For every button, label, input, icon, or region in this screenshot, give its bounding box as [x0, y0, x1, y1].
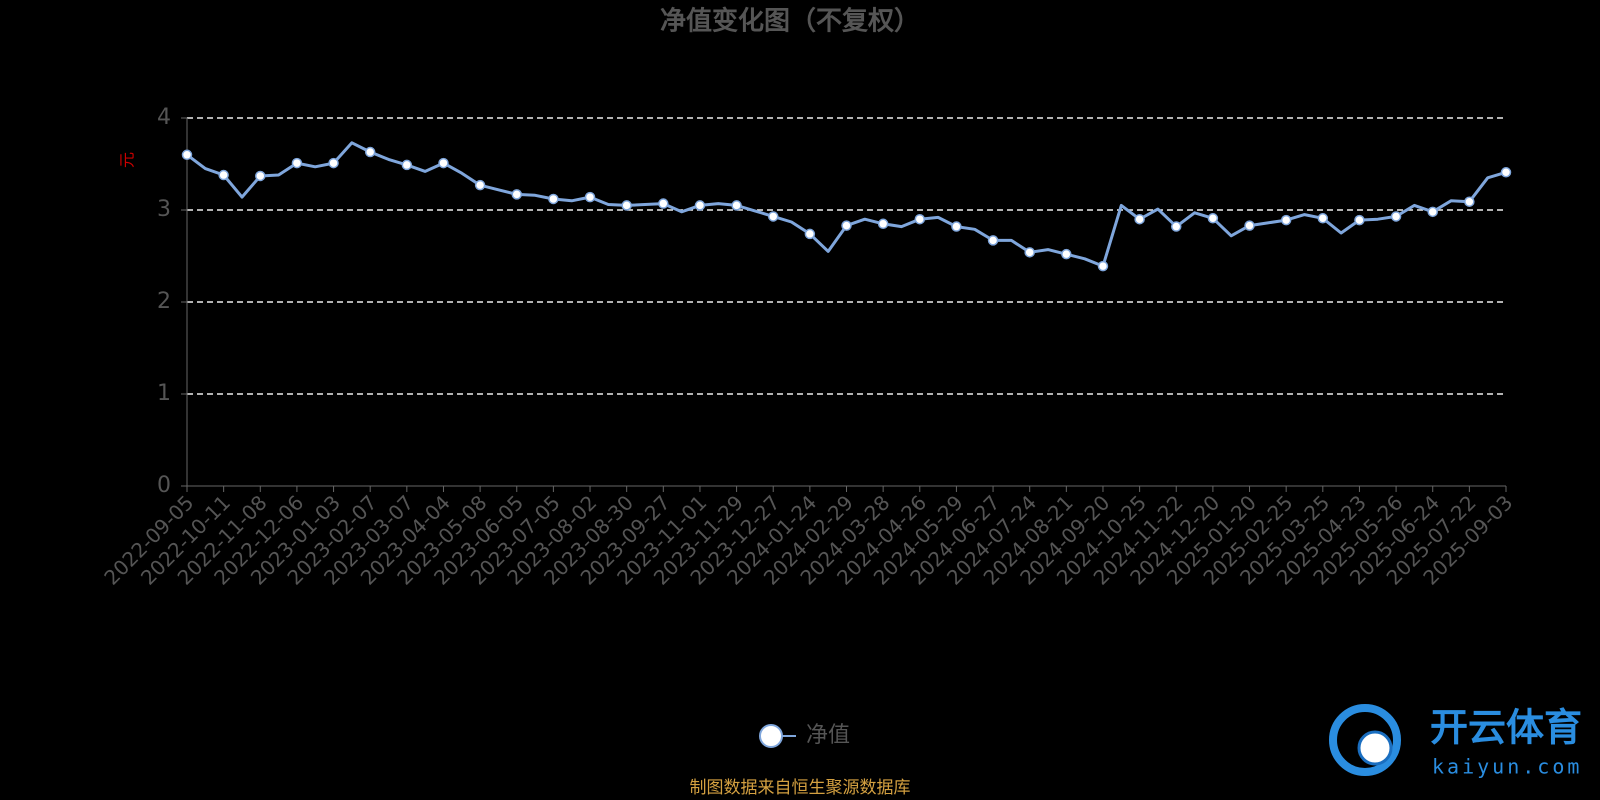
y-axis-label: 元	[118, 152, 137, 168]
data-point	[658, 198, 669, 209]
data-point	[1061, 248, 1072, 260]
data-point	[401, 159, 413, 171]
data-point	[291, 157, 303, 169]
legend-symbol	[759, 724, 783, 748]
data-point	[1207, 213, 1219, 224]
data-point	[951, 221, 962, 232]
data-point	[1317, 213, 1329, 224]
data-point	[694, 200, 706, 211]
data-point	[987, 235, 999, 246]
data-point	[548, 193, 559, 205]
data-point	[364, 146, 376, 158]
data-point	[767, 211, 779, 222]
y-tick-label: 4	[157, 105, 171, 130]
data-point	[1500, 167, 1512, 178]
data-point	[1427, 206, 1438, 218]
data-point	[438, 157, 449, 169]
data-point	[621, 200, 632, 211]
data-point	[1097, 260, 1109, 272]
legend-label[interactable]: 净值	[806, 723, 850, 748]
logo-ring	[1329, 704, 1401, 776]
watermark-url: kaiyun.com	[1432, 755, 1582, 779]
watermark: 开云体育 kaiyun.com	[1329, 704, 1582, 779]
data-point	[181, 149, 193, 161]
data-point	[1134, 213, 1145, 225]
data-point	[1024, 247, 1035, 258]
y-tick-label: 0	[157, 473, 171, 498]
watermark-brand: 开云体育	[1430, 706, 1582, 750]
y-tick-label: 3	[157, 197, 171, 222]
data-point	[328, 157, 339, 169]
data-point	[1354, 214, 1365, 226]
data-point	[1244, 220, 1255, 231]
data-point	[731, 200, 742, 211]
data-point	[474, 179, 486, 191]
logo-ball	[1357, 730, 1393, 766]
data-point	[218, 169, 229, 181]
data-point	[1280, 214, 1292, 226]
data-point	[877, 218, 889, 230]
y-tick-label: 1	[157, 381, 171, 406]
data-point	[804, 228, 816, 240]
data-point	[511, 189, 522, 200]
y-tick-label: 2	[157, 289, 171, 314]
chart-title: 净值变化图（不复权）	[660, 6, 920, 37]
source-note: 制图数据来自恒生聚源数据库	[690, 778, 911, 798]
data-point	[1390, 211, 1402, 222]
data-point	[1171, 221, 1182, 232]
data-point	[255, 170, 266, 182]
data-point	[584, 191, 596, 203]
data-point	[1464, 196, 1475, 207]
data-point	[914, 213, 926, 225]
data-point	[841, 220, 852, 231]
